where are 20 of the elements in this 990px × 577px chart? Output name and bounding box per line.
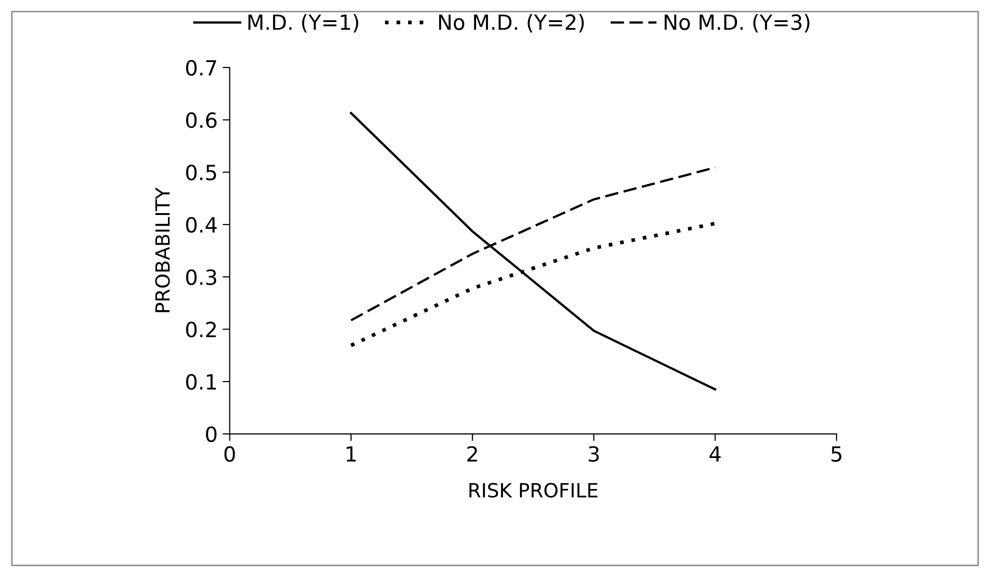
legend-label: M.D. (Y=1) — [248, 14, 358, 33]
line-series — [350, 112, 716, 391]
y-tick-label: 0.4 — [186, 216, 217, 233]
y-tick-label: 0.6 — [186, 112, 217, 128]
y-tick-label: 0.3 — [186, 269, 216, 286]
y-tick-label: 0 — [206, 426, 216, 442]
x-axis-title: RISK PROFILE — [469, 482, 598, 498]
x-tick-label: 4 — [710, 446, 721, 462]
x-tick-label: 2 — [467, 446, 477, 462]
y-tick-label: 0.2 — [186, 322, 216, 338]
y-tick-label: 0.7 — [186, 60, 216, 76]
x-tick-label: 3 — [588, 446, 599, 462]
x-tick-label: 0 — [224, 446, 235, 462]
legend-label: No M.D. (Y=2) — [439, 14, 584, 33]
x-tick-label: 1 — [346, 446, 356, 462]
y-tick-label: 0.1 — [186, 374, 216, 390]
y-tick-label: 0.5 — [186, 164, 216, 180]
legend-label: No M.D. (Y=3) — [664, 14, 810, 33]
x-tick-label: 5 — [832, 446, 842, 462]
y-axis-title: PROBABILITY — [155, 187, 170, 312]
